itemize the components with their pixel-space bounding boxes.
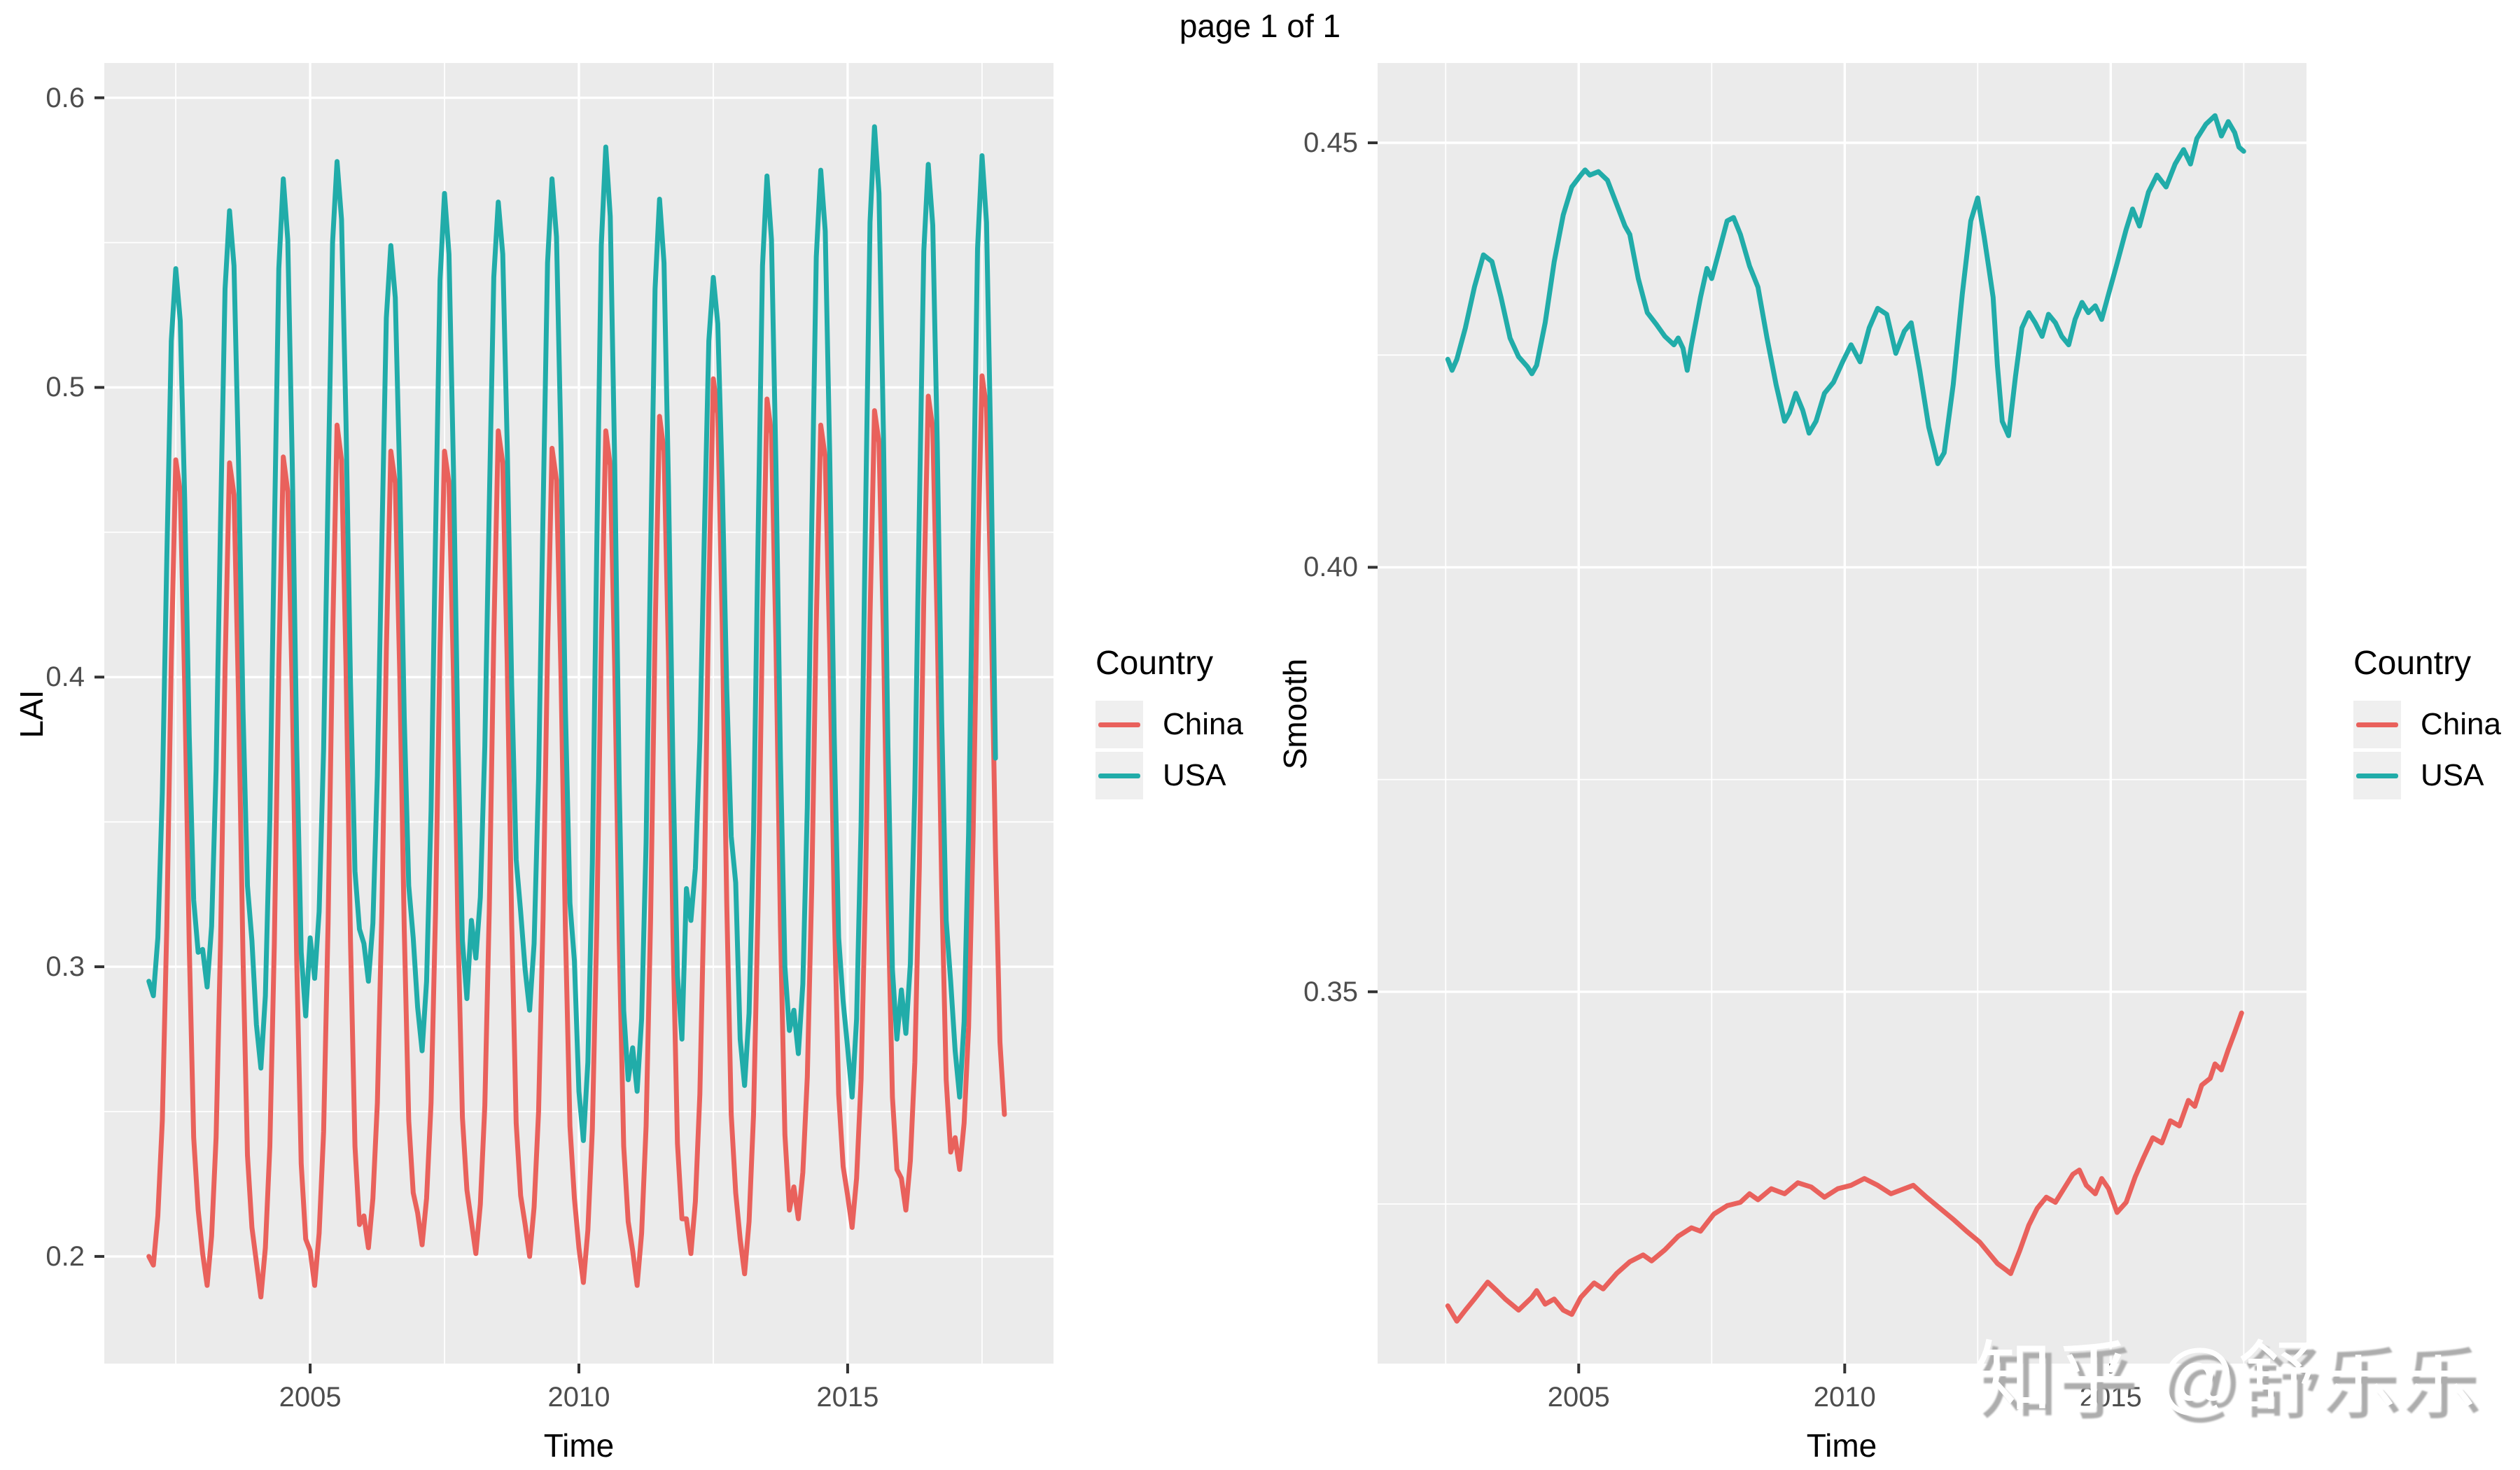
y-tick-label: 0.35 — [1303, 976, 1358, 1007]
x-tick-label: 2010 — [1813, 1382, 1876, 1413]
legend-item-china: China — [1096, 701, 1320, 748]
x-tick-label: 2015 — [816, 1382, 879, 1413]
series-line-usa — [146, 124, 998, 1143]
legend-item-usa: USA — [2353, 752, 2520, 799]
y-tick-label: 0.45 — [1303, 127, 1358, 158]
legend-item-china: China — [2353, 701, 2520, 748]
y-tick-label: 0.4 — [46, 662, 85, 693]
y-tick-label: 0.6 — [46, 82, 85, 113]
y-tick-label: 0.2 — [46, 1240, 85, 1272]
legend-title: Country — [1096, 645, 1214, 682]
left-legend: Country China USA — [1096, 644, 1320, 803]
legend-item-usa: USA — [1096, 752, 1320, 799]
x-tick-label: 2005 — [1547, 1382, 1610, 1413]
right-x-axis-title: Time — [1806, 1427, 1877, 1464]
legend-item-usa-label: USA — [2421, 758, 2484, 792]
legend-item-china-label: China — [2421, 707, 2501, 741]
y-tick-label: 0.3 — [46, 951, 85, 983]
legend-title: Country — [2353, 645, 2472, 682]
legend-item-usa-label: USA — [1163, 758, 1226, 792]
right-legend: Country China USA — [2353, 644, 2520, 803]
left-x-axis-title: Time — [543, 1427, 615, 1464]
usa-line-key-icon — [1096, 752, 1143, 799]
y-tick-label: 0.40 — [1303, 552, 1358, 583]
x-tick-label: 2005 — [279, 1382, 342, 1413]
usa-line-key-icon — [2353, 752, 2401, 799]
series-line-usa — [1445, 113, 2246, 466]
x-tick-label: 2010 — [547, 1382, 610, 1413]
x-tick-label: 2015 — [2079, 1382, 2142, 1413]
y-tick-label: 0.5 — [46, 372, 85, 403]
china-line-key-icon — [1096, 701, 1143, 748]
plot-panel — [1378, 63, 2306, 1364]
legend-item-china-label: China — [1163, 707, 1243, 741]
watermark: 知乎 @舒乐乐 — [1974, 1334, 2477, 1422]
series-line-china — [146, 373, 1007, 1300]
china-line-key-icon — [2353, 701, 2401, 748]
series-line-china — [1445, 1010, 2244, 1324]
page-title: page 1 of 1 — [1179, 8, 1341, 44]
